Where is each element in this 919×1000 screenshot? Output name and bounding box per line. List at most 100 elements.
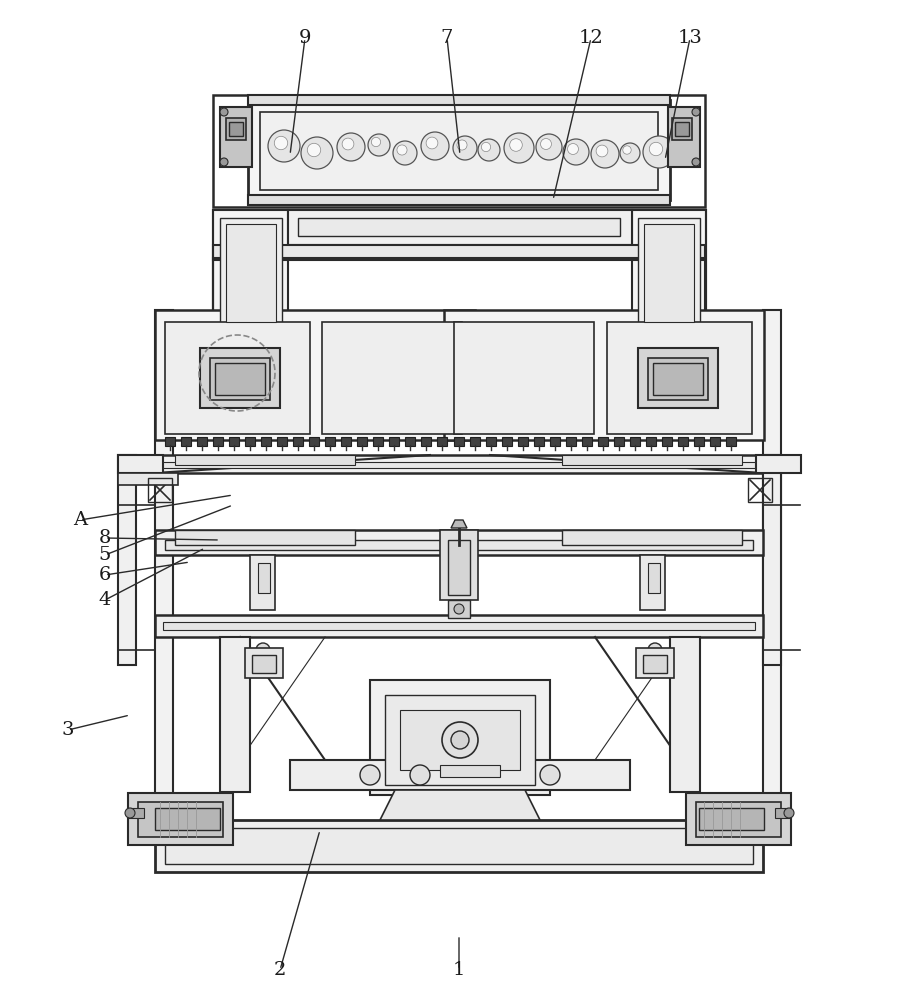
Bar xyxy=(175,530,355,545)
Circle shape xyxy=(268,130,300,162)
Polygon shape xyxy=(380,790,540,820)
Text: A: A xyxy=(73,511,87,529)
Bar xyxy=(288,210,632,245)
Bar xyxy=(550,437,560,446)
Text: 12: 12 xyxy=(579,29,604,47)
Bar xyxy=(181,437,191,446)
Text: 9: 9 xyxy=(299,29,312,47)
Circle shape xyxy=(360,765,380,785)
Bar xyxy=(252,655,276,673)
Bar xyxy=(248,100,670,200)
Bar xyxy=(562,455,742,465)
Bar xyxy=(163,622,755,630)
Bar xyxy=(341,437,351,446)
Circle shape xyxy=(596,145,607,157)
Text: 5: 5 xyxy=(99,546,111,564)
Bar xyxy=(454,437,464,446)
Bar xyxy=(400,710,520,770)
Text: 1: 1 xyxy=(453,961,465,979)
Circle shape xyxy=(504,133,534,163)
Circle shape xyxy=(371,137,380,147)
Circle shape xyxy=(307,143,321,157)
Bar xyxy=(245,648,283,678)
Bar xyxy=(502,437,512,446)
Circle shape xyxy=(650,142,663,156)
Bar xyxy=(763,310,781,820)
Bar xyxy=(128,808,144,818)
Bar xyxy=(444,310,764,440)
Bar xyxy=(148,478,172,502)
Bar xyxy=(648,358,708,400)
Bar xyxy=(607,322,752,434)
Circle shape xyxy=(342,138,354,150)
Circle shape xyxy=(568,144,578,154)
Bar xyxy=(421,437,431,446)
Bar xyxy=(118,455,136,665)
Bar xyxy=(322,322,462,434)
Bar xyxy=(163,462,755,468)
Bar xyxy=(643,655,667,673)
Bar xyxy=(293,437,303,446)
Bar xyxy=(155,530,763,555)
Bar xyxy=(165,322,310,434)
Bar xyxy=(309,437,319,446)
Bar xyxy=(566,437,576,446)
Bar xyxy=(534,437,544,446)
Bar xyxy=(486,437,496,446)
Bar xyxy=(258,563,270,593)
Bar xyxy=(646,437,656,446)
Circle shape xyxy=(692,158,700,166)
Bar xyxy=(155,310,173,820)
Bar xyxy=(763,455,781,665)
Bar xyxy=(373,437,383,446)
Bar xyxy=(213,210,288,335)
Bar xyxy=(250,555,275,610)
Circle shape xyxy=(623,146,631,154)
Bar xyxy=(220,107,252,167)
Bar xyxy=(582,437,592,446)
Bar xyxy=(200,348,280,408)
Bar xyxy=(220,637,250,792)
Circle shape xyxy=(510,139,522,151)
Circle shape xyxy=(536,134,562,160)
Bar xyxy=(226,224,276,322)
Bar xyxy=(213,95,705,207)
Circle shape xyxy=(648,643,662,657)
Bar xyxy=(165,437,175,446)
Polygon shape xyxy=(451,520,467,528)
Circle shape xyxy=(337,133,365,161)
Bar xyxy=(165,540,753,550)
Text: 8: 8 xyxy=(99,529,111,547)
Bar xyxy=(686,793,791,845)
Bar xyxy=(448,600,470,618)
Bar xyxy=(229,122,243,136)
Bar xyxy=(260,112,658,190)
Bar xyxy=(454,322,594,434)
Bar xyxy=(248,95,670,105)
Bar xyxy=(155,455,763,473)
Bar xyxy=(118,455,163,473)
Bar xyxy=(155,310,475,440)
Bar xyxy=(644,224,694,322)
Circle shape xyxy=(426,137,437,149)
Bar xyxy=(437,437,447,446)
Circle shape xyxy=(442,722,478,758)
Text: 2: 2 xyxy=(274,961,286,979)
Bar xyxy=(165,828,753,864)
Bar xyxy=(440,530,478,600)
Bar xyxy=(710,437,720,446)
Circle shape xyxy=(453,136,477,160)
Circle shape xyxy=(692,108,700,116)
Bar xyxy=(277,437,287,446)
Circle shape xyxy=(397,145,407,155)
Bar xyxy=(638,218,700,330)
Bar xyxy=(640,555,665,610)
Text: 3: 3 xyxy=(62,721,74,739)
Circle shape xyxy=(393,141,417,165)
Bar xyxy=(298,218,620,236)
Bar xyxy=(220,218,282,330)
Bar xyxy=(638,348,718,408)
Circle shape xyxy=(451,731,469,749)
Circle shape xyxy=(410,765,430,785)
Circle shape xyxy=(454,604,464,614)
